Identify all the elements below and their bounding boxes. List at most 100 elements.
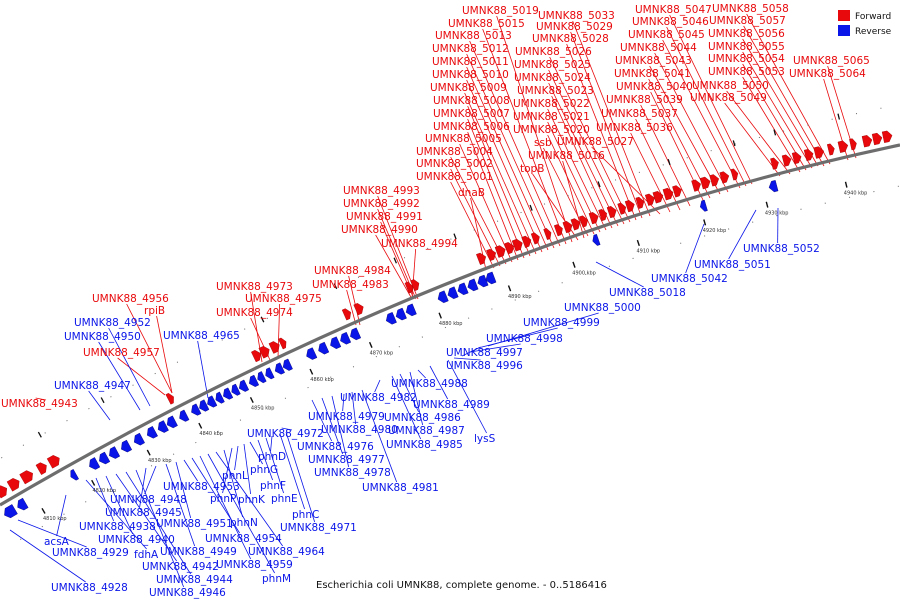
- leader-line: [595, 261, 644, 288]
- leader-line: [249, 441, 263, 465]
- forward-gene-label: UMNK88_5055: [708, 41, 785, 53]
- forward-gene: [813, 146, 825, 159]
- reverse-gene-label: phnL: [222, 470, 248, 482]
- reverse-gene-label: UMNK88_4979: [308, 411, 385, 423]
- kbp-tick-label: 4870 kbp: [370, 350, 394, 356]
- reverse-gene: [395, 307, 407, 321]
- kbp-tick-label: 4850 kbp: [251, 405, 275, 411]
- reverse-gene-label: UMNK88_5042: [651, 273, 728, 285]
- forward-gene: [521, 235, 532, 248]
- kbp-tick-label: 4900 kbp: [572, 270, 596, 276]
- forward-gene-label: UMNK88_5039: [606, 94, 683, 106]
- forward-gene-label: UMNK88_5056: [708, 28, 785, 40]
- forward-gene-label: UMNK88_4983: [312, 279, 389, 291]
- reverse-gene: [318, 341, 330, 355]
- forward-gene-label: UMNK88_5012: [432, 43, 509, 55]
- kbp-tick-label: 4890 kbp: [508, 294, 532, 300]
- leader-line: [635, 118, 681, 211]
- leader-line: [459, 143, 513, 263]
- kbp-tick: [636, 239, 640, 247]
- forward-gene: [826, 143, 835, 156]
- forward-gene-label: UMNK88_5008: [433, 95, 510, 107]
- kbp-tick-label: 4860 kbp: [310, 377, 334, 383]
- forward-gene: [278, 337, 287, 350]
- forward-gene-label: UMNK88_4992: [343, 198, 420, 210]
- kbp-ticks: 4810 kbp 4820 kbp 4830 kbp 4840 kbp 4850 kbp…: [37, 113, 867, 522]
- backbone-line: [0, 143, 900, 507]
- forward-gene-label: UMNK88_5013: [435, 30, 512, 42]
- leader-line: [467, 118, 525, 259]
- forward-gene: [579, 215, 589, 228]
- forward-gene-label: UMNK88_5023: [517, 85, 594, 97]
- kbp-tick: [507, 285, 512, 292]
- reverse-gene: [768, 180, 779, 193]
- reverse-gene: [179, 409, 190, 422]
- forward-gene-label: UMNK88_4994: [381, 238, 458, 250]
- reverse-gene-label: phnP: [210, 493, 236, 505]
- reverse-gene-label: fdhA: [134, 549, 159, 561]
- leader-line: [469, 40, 561, 247]
- leader-line: [746, 13, 831, 165]
- rail-dash: [773, 129, 777, 136]
- leader-line: [197, 340, 209, 399]
- forward-gene: [672, 185, 682, 198]
- reverse-gene-label: UMNK88_4998: [486, 333, 563, 345]
- forward-gene-label: UMNK88_5028: [532, 33, 609, 45]
- forward-gene-label: UMNK88_5044: [620, 42, 697, 54]
- leader-line: [728, 209, 757, 260]
- forward-gene: [511, 238, 523, 252]
- reverse-gene-label: UMNK88_4976: [297, 441, 374, 453]
- leader-line: [351, 391, 357, 425]
- reverse-gene: [17, 497, 29, 511]
- leader-line: [257, 439, 273, 481]
- kbp-tick: [91, 479, 96, 486]
- reverse-gene: [157, 420, 169, 433]
- rail-dash: [732, 140, 736, 147]
- leader-line: [482, 28, 567, 245]
- forward-gene: [803, 148, 814, 162]
- leader-line: [464, 92, 537, 255]
- kbp-tick: [198, 422, 203, 429]
- leader-line: [466, 66, 549, 251]
- forward-gene-label: UMNK88_5015: [448, 18, 525, 30]
- leader-line: [429, 365, 449, 400]
- forward-gene-label: UMNK88_5011: [432, 56, 509, 68]
- leader-line: [453, 357, 481, 361]
- forward-gene-label: UMNK88_5004: [416, 146, 493, 158]
- leader-line: [666, 26, 747, 187]
- reverse-gene-label: UMNK88_4929: [52, 547, 129, 559]
- reverse-gene-label: UMNK88_4948: [110, 494, 187, 506]
- forward-gene-label: UMNK88_4943: [1, 398, 78, 410]
- rail-dash: [529, 204, 533, 211]
- reverse-gene: [274, 362, 285, 375]
- reverse-gene: [592, 233, 601, 246]
- leader-line: [467, 105, 531, 257]
- leader-line: [321, 397, 344, 455]
- reverse-gene: [4, 504, 18, 519]
- leader-line: [467, 131, 519, 261]
- forward-gene-label: UMNK88_5053: [708, 66, 785, 78]
- leader-line: [361, 389, 398, 483]
- forward-gene: [837, 140, 849, 153]
- reverse-gene-label: UMNK88_4972: [247, 428, 324, 440]
- forward-gene: [730, 168, 739, 181]
- reverse-gene: [109, 446, 121, 459]
- reverse-gene: [70, 469, 79, 481]
- reverse-gene-label: UMNK88_4997: [446, 347, 523, 359]
- leader-line: [108, 327, 151, 407]
- leader-line: [399, 373, 420, 413]
- kbp-tick: [41, 507, 46, 514]
- reverse-gene: [146, 426, 158, 439]
- forward-gene: [871, 132, 883, 146]
- forward-gene-label: UMNK88_5006: [433, 121, 510, 133]
- leader-line: [417, 369, 426, 379]
- leader-line: [391, 375, 422, 440]
- reverse-gene: [699, 199, 708, 212]
- leader-line: [374, 379, 381, 393]
- leader-line: [669, 14, 753, 185]
- reverse-gene-label: UMNK88_4965: [163, 330, 240, 342]
- reverse-gene-label: UMNK88_4988: [391, 378, 468, 390]
- kbp-tick: [765, 201, 769, 208]
